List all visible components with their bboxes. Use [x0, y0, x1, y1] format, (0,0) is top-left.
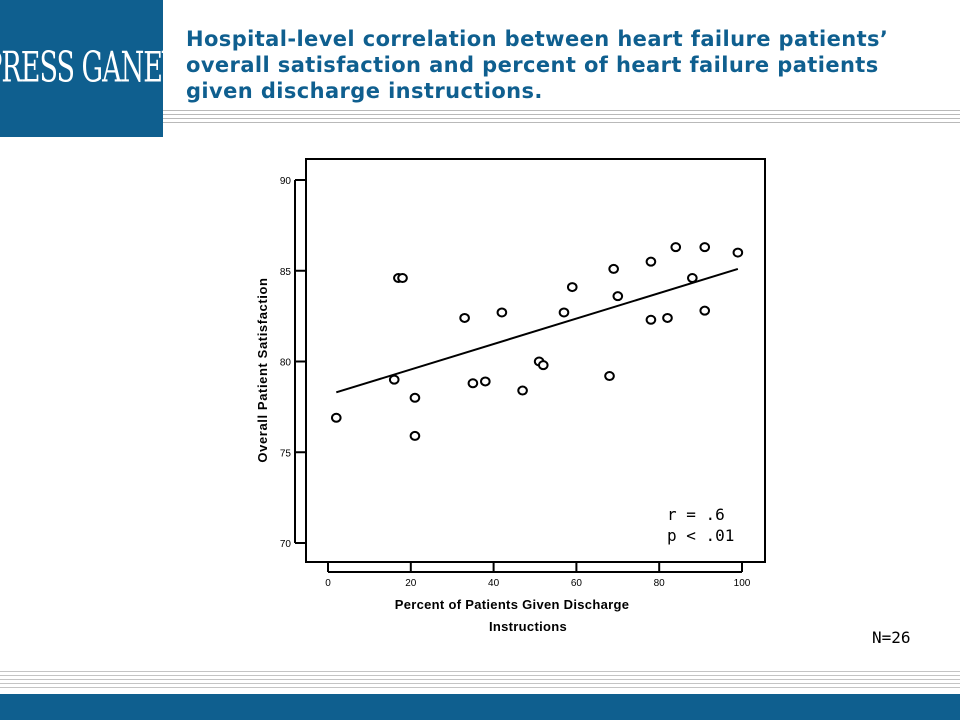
y-tick-label: 90 [280, 176, 292, 187]
data-point [699, 242, 711, 253]
header-rule [163, 122, 960, 123]
data-point [388, 374, 400, 385]
x-axis-label: Percent of Patients Given Discharge [395, 597, 629, 612]
data-point [670, 242, 682, 253]
data-point [459, 312, 470, 323]
header-rule [163, 118, 960, 119]
data-point [608, 263, 619, 274]
data-point [612, 291, 624, 302]
slide-title: Hospital-level correlation between heart… [186, 27, 889, 103]
y-tick-label: 70 [280, 539, 292, 550]
y-tick-label: 85 [280, 267, 292, 278]
header-rule [163, 114, 960, 115]
press-ganey-logo: PRESS GANEY [0, 0, 180, 137]
data-point [537, 360, 549, 371]
footer-rule [0, 687, 960, 688]
x-axis-label: Instructions [489, 619, 567, 634]
y-tick-label: 80 [280, 358, 292, 369]
correlation-annotation: r = .6 p < .01 [667, 504, 734, 546]
data-point [687, 273, 698, 284]
p-value-label: p < .01 [667, 526, 735, 545]
data-point [732, 247, 744, 258]
footer-rule [0, 679, 960, 680]
x-tick-label: 0 [325, 578, 331, 589]
x-tick-label: 60 [571, 578, 583, 589]
x-tick-label: 20 [405, 578, 417, 589]
x-tick-label: 80 [654, 578, 666, 589]
data-point [558, 307, 570, 318]
data-point [397, 273, 408, 284]
data-point [699, 305, 711, 316]
data-point [409, 392, 421, 403]
data-point [330, 412, 342, 423]
y-axis-label: Overall Patient Satisfaction [255, 277, 270, 462]
data-point [645, 256, 657, 267]
data-point [566, 282, 578, 293]
footer-rule [0, 671, 960, 672]
regression-line [335, 267, 739, 394]
sample-size-label: N=26 [872, 628, 911, 647]
footer-rule [0, 675, 960, 676]
data-point [645, 314, 657, 325]
y-tick-label: 75 [280, 448, 292, 459]
data-point [604, 371, 615, 382]
data-point [480, 376, 491, 387]
logo-text: PRESS GANEY [0, 44, 180, 93]
r-value-label: r = .6 [667, 505, 725, 524]
data-point [496, 307, 508, 318]
data-point [467, 378, 479, 389]
x-tick-label: 100 [734, 578, 751, 589]
data-point [409, 430, 421, 441]
data-point [662, 312, 673, 323]
footer-bar [0, 694, 960, 720]
header-rule [163, 110, 960, 111]
data-point [517, 385, 528, 396]
footer-rule [0, 683, 960, 684]
x-tick-label: 40 [488, 578, 500, 589]
